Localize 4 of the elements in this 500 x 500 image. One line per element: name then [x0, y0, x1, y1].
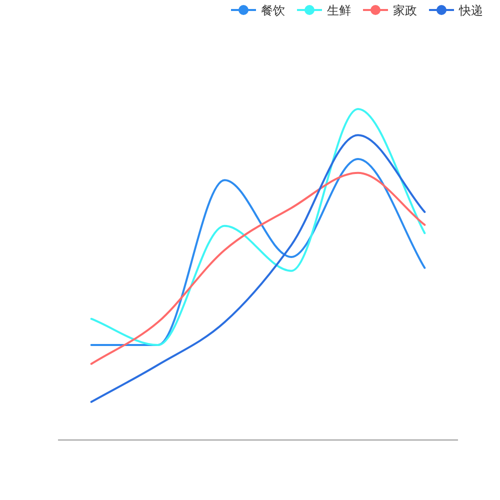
legend-label: 家政: [393, 4, 417, 18]
legend-label: 生鲜: [327, 4, 351, 18]
legend-label: 快递: [458, 4, 483, 18]
legend-label: 餐饮: [261, 4, 285, 18]
